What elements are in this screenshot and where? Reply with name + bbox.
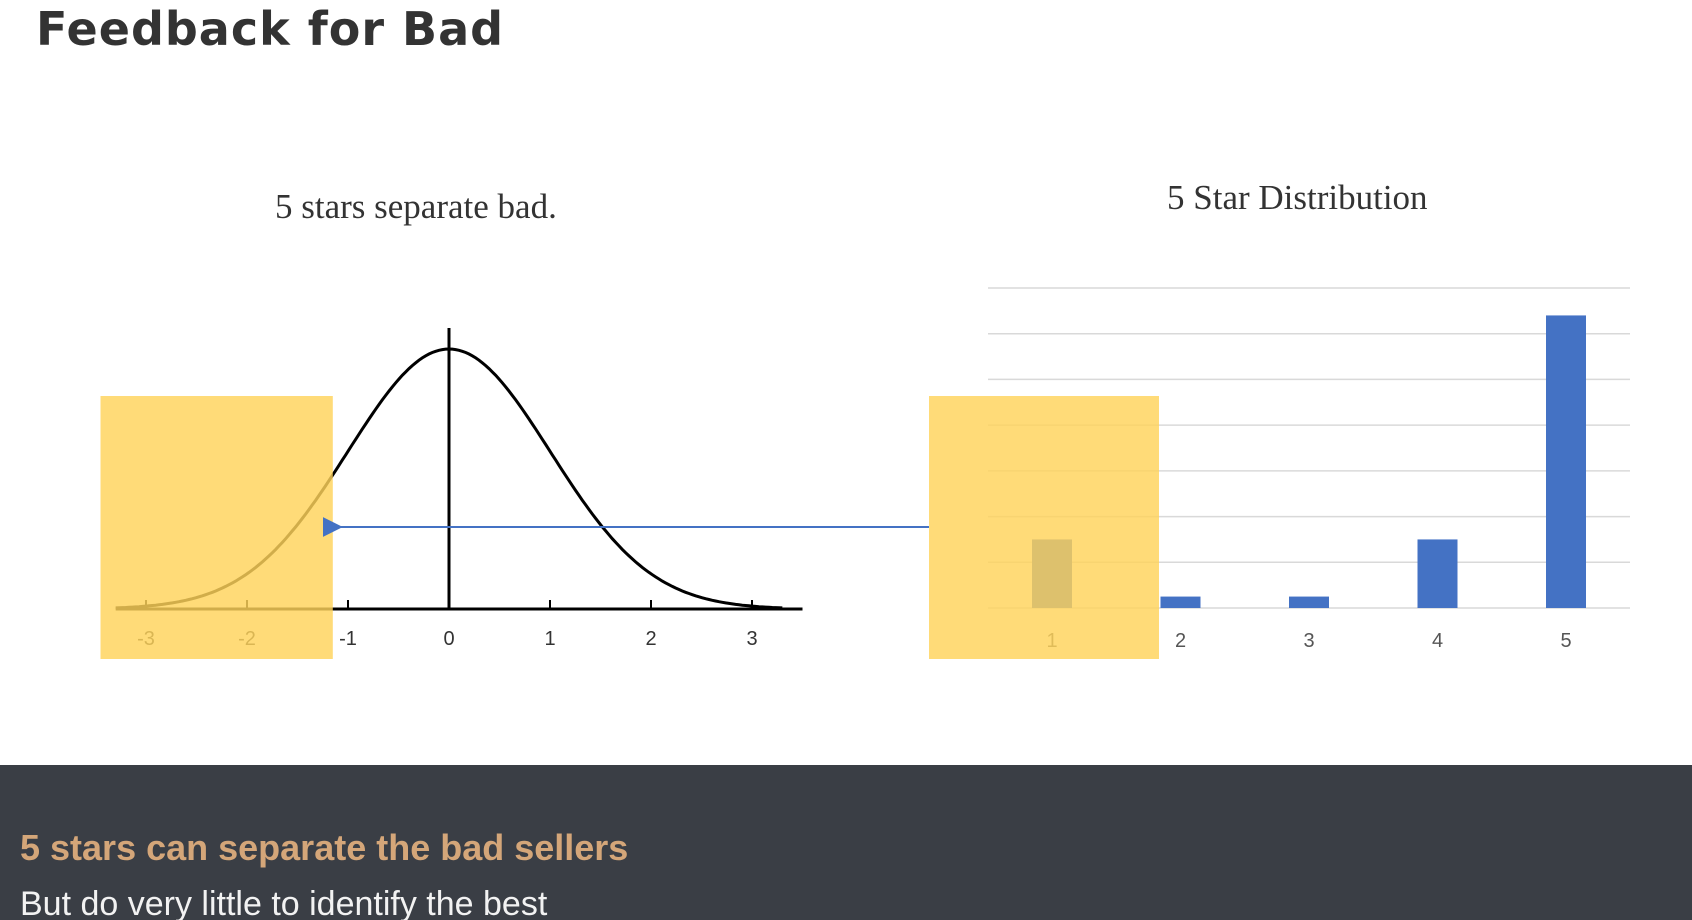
distribution-bar-3 — [1289, 596, 1329, 608]
left-tail-highlight — [100, 396, 333, 659]
distribution-tick-label: 3 — [1303, 630, 1314, 652]
distribution-tick-label: 4 — [1432, 630, 1443, 652]
distribution-tick-label: 2 — [1175, 630, 1186, 652]
footer-banner: 5 stars can separate the bad sellers But… — [0, 765, 1692, 920]
normal-tick-label: 3 — [746, 628, 757, 650]
normal-tick-label: 0 — [443, 628, 454, 650]
distribution-chart-title: 5 Star Distribution — [1167, 178, 1428, 217]
distribution-bar-4 — [1417, 539, 1458, 608]
distribution-bar-5 — [1546, 315, 1586, 608]
normal-tick-label: 2 — [645, 628, 656, 650]
normal-tick-label: -1 — [339, 628, 357, 650]
page-title: Feedback for Bad — [36, 2, 505, 56]
distribution-tick-label: 5 — [1560, 630, 1571, 652]
distribution-bar-2 — [1160, 596, 1201, 608]
footer-headline: 5 stars can separate the bad sellers — [20, 827, 629, 868]
normal-chart-title: 5 stars separate bad. — [275, 187, 557, 226]
footer-subtext: But do very little to identify the best — [20, 885, 548, 920]
normal-tick-label: 1 — [544, 628, 555, 650]
one-star-highlight — [929, 396, 1159, 659]
